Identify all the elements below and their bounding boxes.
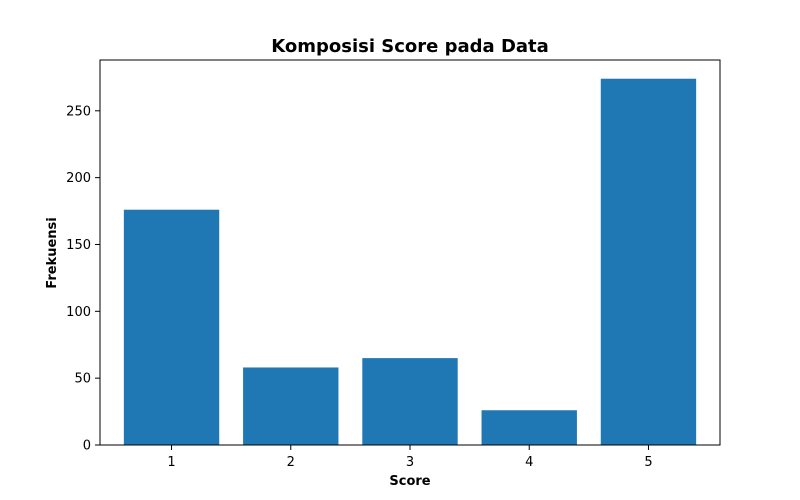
y-tick-label: 200 [66,171,91,186]
x-axis-label: Score [389,474,430,489]
x-axis-ticks: 1 2 3 4 5 [167,445,653,470]
x-tick-label: 4 [525,455,533,470]
bar-score-5 [600,78,697,445]
bars-group [123,78,697,445]
y-axis-ticks: 0 50 100 150 200 250 [66,104,100,454]
y-tick-label: 50 [74,372,91,387]
plot-frame [99,59,721,446]
bar-score-4 [481,410,577,445]
x-tick-label: 1 [167,455,175,470]
bar-score-1 [123,209,220,445]
y-tick-label: 0 [83,439,91,454]
y-tick-label: 100 [66,305,91,320]
x-tick-label: 5 [644,455,652,470]
y-tick-label: 150 [66,238,91,253]
bar-score-2 [243,367,339,445]
x-tick-label: 3 [406,455,414,470]
chart-title: Komposisi Score pada Data [271,36,549,57]
bar-score-3 [362,358,458,445]
y-tick-label: 250 [66,104,91,119]
x-tick-label: 2 [287,455,295,470]
y-axis-label: Frekuensi [45,217,60,288]
